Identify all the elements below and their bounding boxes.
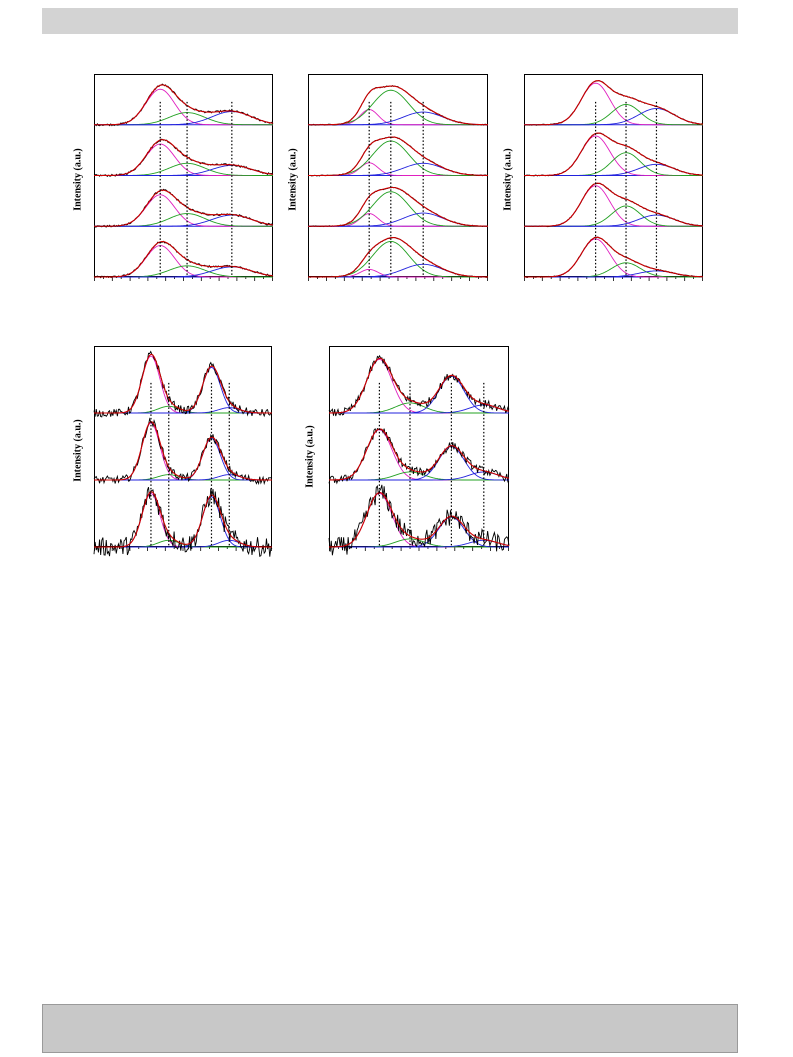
component-curve (524, 262, 703, 278)
data-trace (93, 417, 273, 486)
data-trace (328, 354, 510, 417)
chart-panel-a (93, 74, 274, 285)
component-curve (329, 471, 510, 481)
plot-frame (329, 346, 509, 547)
fit-envelope (524, 132, 704, 177)
component-curve (308, 191, 488, 227)
data-trace (93, 350, 273, 418)
y-axis-label: Intensity (a.u.) (72, 419, 84, 482)
component-curve (524, 152, 703, 176)
fit-envelope (524, 236, 704, 278)
data-trace (93, 240, 274, 279)
data-trace (93, 188, 274, 228)
fit-envelope (94, 353, 272, 414)
component-curve (94, 213, 273, 227)
data-trace (523, 236, 704, 278)
component-curve (524, 82, 703, 126)
component-curve (94, 422, 272, 481)
plot-frame (94, 346, 272, 547)
data-trace (93, 486, 273, 557)
chart-svg (93, 74, 274, 281)
component-curve (524, 205, 703, 227)
fit-envelope (328, 491, 510, 548)
chart-svg (523, 74, 704, 281)
chart-panel-e (328, 346, 510, 556)
fit-envelope (308, 186, 489, 227)
fit-envelope (94, 421, 272, 481)
fit-envelope (328, 357, 510, 414)
y-axis-label: Intensity (a.u.) (287, 148, 299, 211)
chart-panel-d (93, 346, 273, 557)
component-curve (308, 268, 488, 278)
fit-envelope (329, 428, 510, 481)
fit-envelope (94, 189, 274, 227)
component-curve (524, 103, 703, 126)
fit-envelope (94, 84, 274, 126)
fit-envelope (308, 236, 489, 278)
fit-envelope (94, 241, 274, 278)
chart-svg (93, 346, 273, 557)
y-axis-label: Intensity (a.u.) (72, 148, 84, 211)
component-curve (94, 194, 273, 227)
y-axis-label: Intensity (a.u.) (304, 425, 316, 488)
component-curve (94, 265, 273, 278)
fit-envelope (524, 80, 704, 126)
header-band (42, 8, 738, 34)
component-curve (94, 88, 273, 126)
component-curve (94, 367, 272, 414)
chart-svg (328, 346, 510, 556)
data-trace (93, 83, 274, 127)
chart-panel-c (523, 74, 704, 285)
component-curve (94, 143, 273, 176)
fit-envelope (94, 139, 274, 177)
component-curve (94, 438, 272, 481)
chart-svg (307, 74, 489, 281)
fit-envelope (308, 136, 489, 177)
component-curve (94, 355, 272, 414)
component-curve (329, 539, 510, 548)
footer-band (42, 1004, 738, 1053)
component-curve (329, 375, 509, 414)
component-curve (524, 238, 703, 278)
data-trace (328, 484, 510, 556)
component-curve (329, 446, 509, 481)
fit-envelope (308, 85, 489, 126)
component-curve (94, 162, 273, 176)
fit-envelope (524, 182, 704, 227)
component-curve (329, 404, 510, 414)
y-axis-label: Intensity (a.u.) (502, 148, 514, 211)
component-curve (94, 245, 273, 278)
data-trace (328, 427, 510, 485)
data-trace (93, 138, 274, 178)
data-trace (523, 79, 704, 126)
fit-envelope (94, 491, 272, 548)
chart-panel-b (307, 74, 489, 285)
